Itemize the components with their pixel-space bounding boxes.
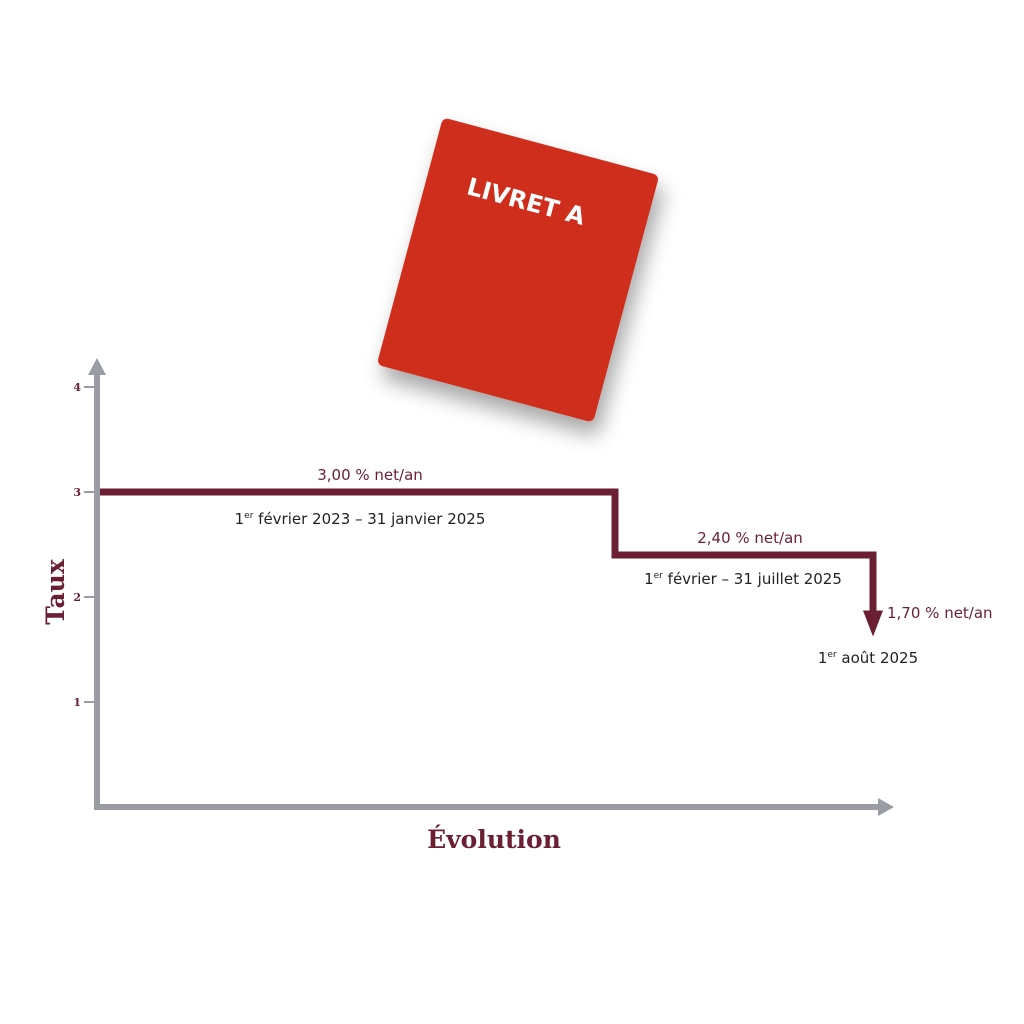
y-tick-label: 1: [73, 696, 81, 709]
period-label: 1er février – 31 juillet 2025: [644, 570, 842, 588]
period-label: 1er août 2025: [818, 649, 918, 667]
period-text: février – 31 juillet 2025: [663, 570, 842, 588]
period-number: 1: [818, 649, 828, 667]
period-label: 1er février 2023 – 31 janvier 2025: [235, 510, 486, 528]
series: [100, 488, 883, 637]
period-number: 1: [235, 510, 245, 528]
axes: 1 2 3 4: [73, 358, 894, 816]
livret-a-booklet: LIVRET A: [378, 118, 658, 422]
period-superscript: er: [654, 571, 664, 581]
x-axis-title: Évolution: [427, 825, 561, 854]
x-axis-arrow: [878, 798, 894, 816]
y-tick-label: 4: [73, 381, 81, 394]
rate-label: 1,70 % net/an: [887, 604, 993, 622]
period-text: février 2023 – 31 janvier 2025: [253, 510, 485, 528]
arrow-head: [863, 610, 883, 637]
rate-label: 3,00 % net/an: [317, 466, 423, 484]
y-tick-label: 3: [73, 486, 81, 499]
period-superscript: er: [244, 511, 254, 521]
period-number: 1: [644, 570, 654, 588]
rate-label: 2,40 % net/an: [697, 529, 803, 547]
y-tick-label: 2: [73, 591, 81, 604]
period-text: août 2025: [837, 649, 918, 667]
period-superscript: er: [827, 650, 837, 660]
y-axis-arrow: [88, 358, 106, 375]
y-axis-title: Taux: [41, 558, 70, 625]
step-line: [100, 488, 877, 615]
